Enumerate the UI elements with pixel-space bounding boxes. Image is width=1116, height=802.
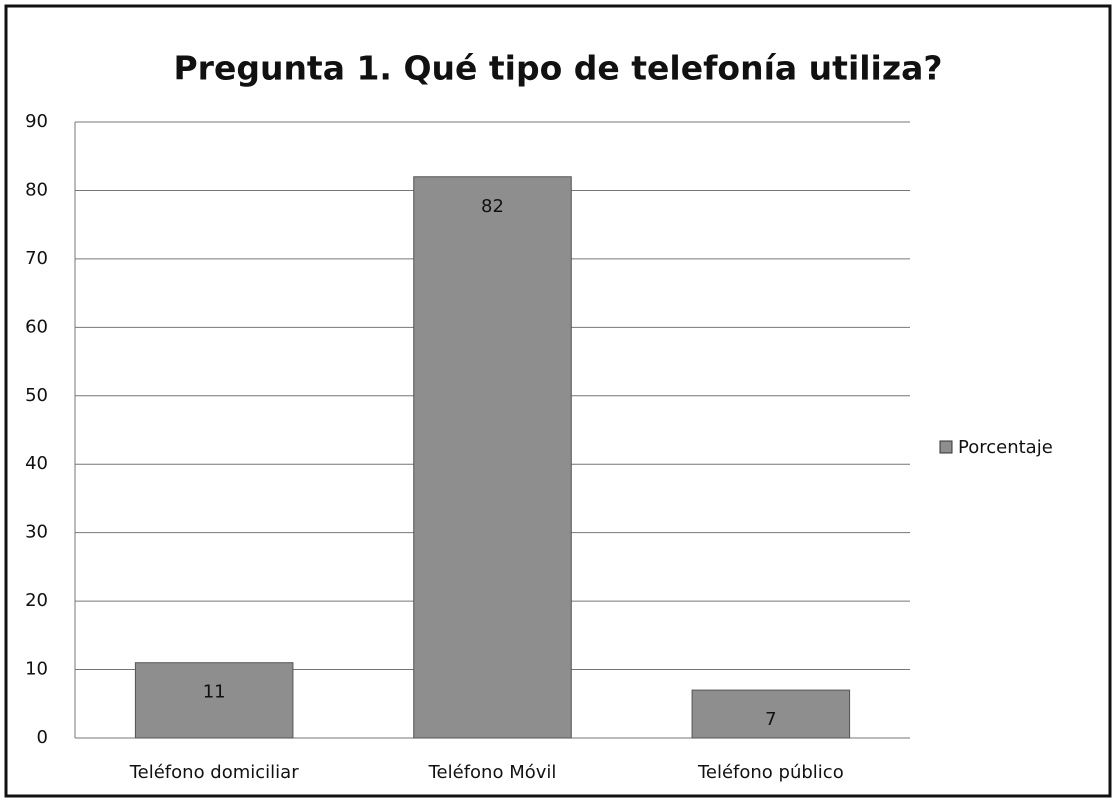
y-tick-label: 50 <box>25 385 48 406</box>
y-tick-label: 30 <box>25 522 48 543</box>
x-tick-label: Teléfono Móvil <box>428 762 557 783</box>
y-tick-label: 0 <box>37 727 48 748</box>
y-tick-label: 40 <box>25 453 48 474</box>
data-label: 82 <box>481 196 504 217</box>
y-tick-label: 60 <box>25 316 48 337</box>
x-tick-label: Teléfono domiciliar <box>129 762 299 783</box>
legend-swatch <box>939 440 953 454</box>
bar <box>413 176 572 739</box>
y-tick-label: 80 <box>25 179 48 200</box>
y-tick-label: 10 <box>25 659 48 680</box>
data-label: 11 <box>203 682 226 703</box>
bar <box>691 689 851 739</box>
legend-label: Porcentaje <box>958 437 1053 458</box>
y-tick-label: 20 <box>25 590 48 611</box>
bar <box>134 662 294 739</box>
chart-title: Pregunta 1. Qué tipo de telefonía utiliz… <box>173 49 942 88</box>
y-tick-label: 70 <box>25 248 48 269</box>
x-tick-label: Teléfono público <box>697 762 844 783</box>
data-label: 7 <box>765 709 776 730</box>
y-tick-label: 90 <box>25 111 48 132</box>
